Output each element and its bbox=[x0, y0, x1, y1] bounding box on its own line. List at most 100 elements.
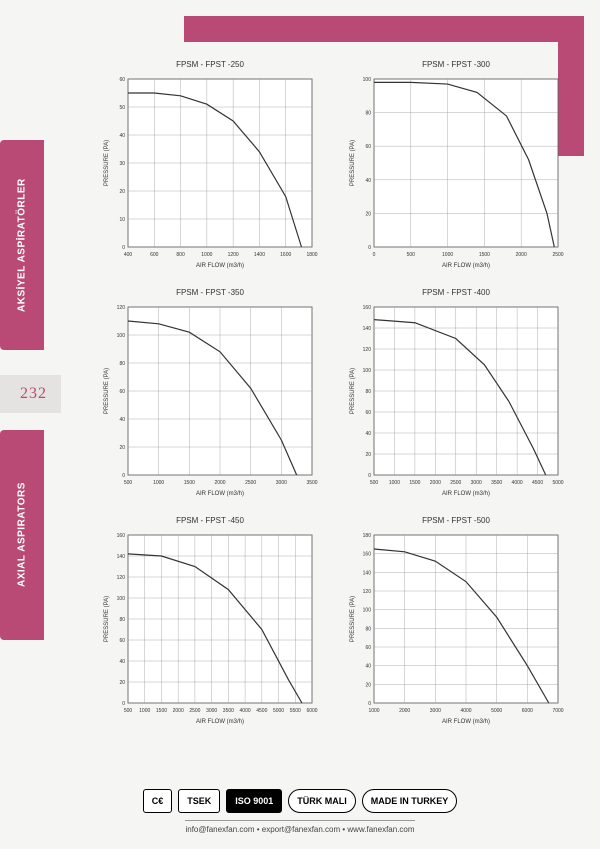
svg-text:PRESSURE (PA): PRESSURE (PA) bbox=[350, 596, 356, 642]
sidebar-label-turkish: AKSİYEL ASPİRATÖRLER bbox=[0, 140, 44, 350]
svg-text:7000: 7000 bbox=[552, 708, 563, 714]
svg-text:AIR FLOW (m3/h): AIR FLOW (m3/h) bbox=[196, 491, 244, 497]
svg-text:20: 20 bbox=[119, 680, 125, 686]
svg-text:20: 20 bbox=[119, 189, 125, 195]
svg-text:1000: 1000 bbox=[153, 480, 164, 486]
svg-text:PRESSURE (PA): PRESSURE (PA) bbox=[104, 140, 110, 186]
page-number: 232 bbox=[0, 375, 61, 413]
svg-text:5000: 5000 bbox=[273, 708, 284, 714]
header-accent-bar bbox=[184, 16, 584, 42]
svg-text:3000: 3000 bbox=[430, 708, 441, 714]
svg-text:20: 20 bbox=[119, 445, 125, 451]
svg-text:PRESSURE (PA): PRESSURE (PA) bbox=[104, 368, 110, 414]
svg-text:10: 10 bbox=[119, 217, 125, 223]
contact-line: info@fanexfan.com • export@fanexfan.com … bbox=[185, 820, 414, 834]
svg-text:500: 500 bbox=[124, 480, 133, 486]
performance-chart: FPSM - FPST -450020406080100120140160500… bbox=[100, 516, 320, 726]
cert-badge: TSEK bbox=[178, 789, 220, 813]
svg-text:4500: 4500 bbox=[532, 480, 543, 486]
svg-text:60: 60 bbox=[365, 410, 371, 416]
svg-text:500: 500 bbox=[124, 708, 133, 714]
svg-text:160: 160 bbox=[363, 305, 372, 311]
svg-text:20: 20 bbox=[365, 682, 371, 688]
page-footer: C€TSEKISO 9001TÜRK MALIMADE IN TURKEY in… bbox=[0, 789, 600, 837]
svg-text:140: 140 bbox=[117, 554, 126, 560]
svg-text:1000: 1000 bbox=[139, 708, 150, 714]
svg-text:3500: 3500 bbox=[491, 480, 502, 486]
svg-text:60: 60 bbox=[119, 389, 125, 395]
svg-text:AIR FLOW (m3/h): AIR FLOW (m3/h) bbox=[196, 719, 244, 725]
svg-text:2000: 2000 bbox=[430, 480, 441, 486]
svg-text:6000: 6000 bbox=[522, 708, 533, 714]
svg-text:0: 0 bbox=[368, 701, 371, 707]
svg-text:40: 40 bbox=[365, 664, 371, 670]
svg-text:180: 180 bbox=[363, 533, 372, 539]
chart-title: FPSM - FPST -350 bbox=[100, 288, 320, 297]
svg-text:80: 80 bbox=[119, 617, 125, 623]
svg-text:1200: 1200 bbox=[228, 252, 239, 258]
chart-title: FPSM - FPST -450 bbox=[100, 516, 320, 525]
svg-text:1500: 1500 bbox=[479, 252, 490, 258]
svg-text:AIR FLOW (m3/h): AIR FLOW (m3/h) bbox=[442, 263, 490, 269]
svg-text:3000: 3000 bbox=[206, 708, 217, 714]
svg-text:1500: 1500 bbox=[409, 480, 420, 486]
cert-badge: MADE IN TURKEY bbox=[362, 789, 458, 813]
svg-text:80: 80 bbox=[365, 389, 371, 395]
svg-text:AIR FLOW (m3/h): AIR FLOW (m3/h) bbox=[442, 491, 490, 497]
svg-text:1500: 1500 bbox=[156, 708, 167, 714]
cert-badge: ISO 9001 bbox=[226, 789, 282, 813]
svg-text:2000: 2000 bbox=[173, 708, 184, 714]
chart-svg: 0204060801001201401605001000150020002500… bbox=[346, 301, 566, 501]
svg-text:2000: 2000 bbox=[399, 708, 410, 714]
svg-text:40: 40 bbox=[119, 133, 125, 139]
svg-text:80: 80 bbox=[365, 111, 371, 117]
svg-text:4500: 4500 bbox=[256, 708, 267, 714]
svg-text:1000: 1000 bbox=[442, 252, 453, 258]
svg-text:5000: 5000 bbox=[552, 480, 563, 486]
svg-text:1000: 1000 bbox=[389, 480, 400, 486]
svg-text:1800: 1800 bbox=[306, 252, 317, 258]
chart-title: FPSM - FPST -500 bbox=[346, 516, 566, 525]
svg-text:1600: 1600 bbox=[280, 252, 291, 258]
svg-text:120: 120 bbox=[363, 589, 372, 595]
svg-text:40: 40 bbox=[365, 431, 371, 437]
chart-svg: 0204060801001201401601801000200030004000… bbox=[346, 529, 566, 729]
performance-chart: FPSM - FPST -350020406080100120500100015… bbox=[100, 288, 320, 498]
svg-text:80: 80 bbox=[119, 361, 125, 367]
chart-title: FPSM - FPST -300 bbox=[346, 60, 566, 69]
certification-badges: C€TSEKISO 9001TÜRK MALIMADE IN TURKEY bbox=[0, 789, 600, 813]
chart-title: FPSM - FPST -400 bbox=[346, 288, 566, 297]
svg-text:20: 20 bbox=[365, 211, 371, 217]
svg-text:40: 40 bbox=[119, 417, 125, 423]
cert-badge: TÜRK MALI bbox=[288, 789, 356, 813]
svg-text:40: 40 bbox=[119, 659, 125, 665]
performance-chart: FPSM - FPST -300020406080100050010001500… bbox=[346, 60, 566, 270]
svg-text:120: 120 bbox=[117, 305, 126, 311]
svg-text:40: 40 bbox=[365, 178, 371, 184]
svg-text:30: 30 bbox=[119, 161, 125, 167]
svg-text:160: 160 bbox=[363, 552, 372, 558]
svg-text:AIR FLOW (m3/h): AIR FLOW (m3/h) bbox=[196, 263, 244, 269]
svg-text:3500: 3500 bbox=[306, 480, 317, 486]
svg-text:160: 160 bbox=[117, 533, 126, 539]
svg-text:1400: 1400 bbox=[254, 252, 265, 258]
svg-text:1000: 1000 bbox=[201, 252, 212, 258]
sidebar-label-english: AXIAL ASPIRATORS bbox=[0, 430, 44, 640]
svg-text:0: 0 bbox=[368, 245, 371, 251]
svg-text:0: 0 bbox=[122, 245, 125, 251]
svg-text:3500: 3500 bbox=[223, 708, 234, 714]
svg-text:100: 100 bbox=[117, 333, 126, 339]
svg-text:0: 0 bbox=[368, 473, 371, 479]
svg-text:100: 100 bbox=[117, 596, 126, 602]
svg-text:120: 120 bbox=[117, 575, 126, 581]
svg-text:PRESSURE (PA): PRESSURE (PA) bbox=[350, 140, 356, 186]
chart-svg: 0204060801001205001000150020002500300035… bbox=[100, 301, 320, 501]
svg-text:4000: 4000 bbox=[460, 708, 471, 714]
svg-text:5000: 5000 bbox=[491, 708, 502, 714]
performance-chart: FPSM - FPST -250010203040506040060080010… bbox=[100, 60, 320, 270]
svg-text:2500: 2500 bbox=[450, 480, 461, 486]
svg-text:60: 60 bbox=[119, 77, 125, 83]
svg-text:PRESSURE (PA): PRESSURE (PA) bbox=[350, 368, 356, 414]
svg-text:0: 0 bbox=[373, 252, 376, 258]
svg-text:20: 20 bbox=[365, 452, 371, 458]
